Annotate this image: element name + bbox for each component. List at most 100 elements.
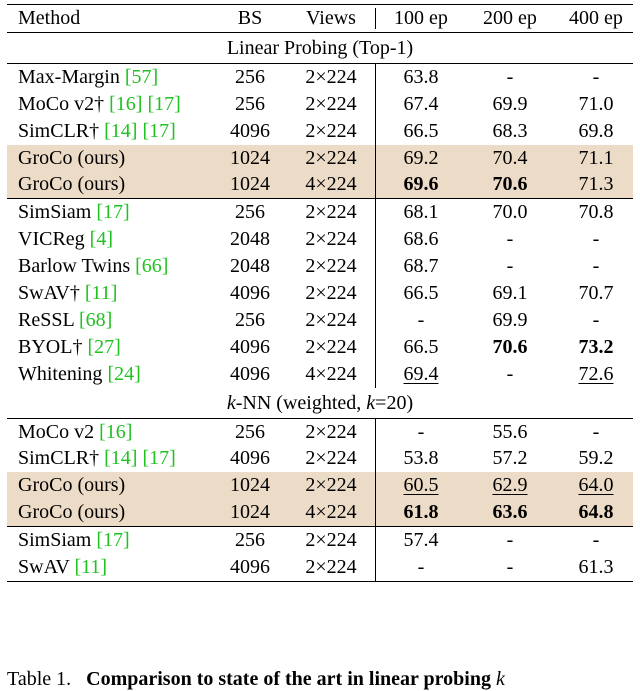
top-rule [7,4,633,5]
section-title-k2: k [366,391,376,414]
citation-link[interactable]: [27] [87,335,121,358]
ep100-cell-value: 66.5 [403,119,439,142]
citation-link[interactable]: [66] [135,255,169,278]
method-name: MoCo v2 [18,420,100,443]
ep100-cell: - [385,419,457,446]
ep200-cell: - [474,253,546,280]
row-group: SimSiam [17] 256 2×224 68.1 70.0 70.8 VICReg [… [7,199,633,388]
batch-size-cell-value: 4096 [230,447,270,470]
dagger-mark: † [94,92,105,115]
ep100-cell: - [385,307,457,334]
ep200-cell: 55.6 [474,419,546,446]
method-name: SimSiam [18,529,97,552]
method-name: SwAV [18,556,75,579]
section-rule [7,417,633,419]
views-cell-value: 2×224 [305,119,357,142]
ep400-cell-value: 71.3 [578,173,614,196]
section-rule [7,62,633,64]
views-cell-value: 2×224 [305,65,357,88]
citation-link[interactable]: [16] [99,420,133,443]
citation-link[interactable]: [17] [142,447,176,470]
ep400-cell: 71.1 [559,145,633,172]
method-name: SimCLR [18,447,90,470]
method-name: GroCo (ours) [18,146,126,169]
views-cell: 2×224 [289,199,373,226]
ep400-cell-value: - [592,228,600,251]
citation-link[interactable]: [17] [96,529,130,552]
ep100-cell-value: 68.1 [403,201,439,224]
ep200-cell-value: 68.3 [492,119,528,142]
ep400-cell: 70.7 [559,280,633,307]
views-cell-value: 2×224 [305,201,357,224]
ep400-cell: - [559,307,633,334]
batch-size-cell-value: 1024 [230,146,270,169]
method-cell: SimSiam [17] [18,199,130,226]
views-cell-value: 4×224 [305,501,357,524]
method-cell: MoCo v2† [16] [17] [18,91,181,118]
table-body: Linear Probing (Top-1) Max-Margin [57] 256… [7,33,633,582]
citation-link[interactable]: [14] [104,447,138,470]
batch-size-cell-value: 2048 [230,255,270,278]
citation-link[interactable]: [68] [78,308,113,331]
ep100-cell-value: 60.5 [403,474,439,497]
views-cell: 2×224 [289,527,373,554]
views-cell: 2×224 [289,64,373,91]
ep400-cell-value: - [592,255,600,278]
citation-link[interactable]: [16] [109,92,143,115]
ep400-cell: 61.3 [559,554,633,581]
ep100-cell-value: 61.8 [403,501,439,524]
views-cell: 2×224 [289,445,373,472]
citation-link[interactable]: [57] [124,65,159,88]
ep200-cell-value: 69.1 [492,282,528,305]
citation-link[interactable]: [14] [104,119,138,142]
ep100-cell-value: 69.2 [403,146,439,169]
ep400-cell-value: 72.6 [578,362,614,385]
ep200-cell-value: 70.0 [492,201,528,224]
citation-link[interactable]: [17] [147,92,181,115]
ep400-cell: - [559,253,633,280]
ep200-cell: - [474,361,546,388]
section-title-mid: -NN (weighted, [235,391,367,414]
method-cell: Max-Margin [57] [18,64,158,91]
ep400-cell: - [559,226,633,253]
column-divider [375,253,376,281]
ep400-cell: - [559,64,633,91]
batch-size-cell: 4096 [219,118,281,145]
ep400-cell-value: 70.7 [578,282,614,305]
citation-link[interactable]: [11] [74,556,108,579]
column-divider [375,90,376,118]
citation-link[interactable]: [24] [107,362,141,385]
views-cell: 2×224 [289,307,373,334]
section-title-post: =20) [375,391,414,414]
batch-size-cell: 2048 [219,226,281,253]
dagger-mark: † [69,282,80,305]
views-cell: 2×224 [289,419,373,446]
header-rule [7,31,633,33]
ep200-cell-value: - [506,228,514,251]
ep400-cell-value: 59.2 [578,447,614,470]
method-cell: BYOL† [27] [18,334,121,361]
column-divider [375,360,376,388]
citation-link[interactable]: [17] [142,119,176,142]
views-cell-value: 2×224 [305,146,357,169]
citation-link[interactable]: [17] [96,201,130,224]
method-cell: VICReg [4] [18,226,113,253]
ep400-cell: 71.0 [559,91,633,118]
ep400-cell: 64.0 [559,472,633,499]
method-name: VICReg [18,228,90,251]
table-row: GroCo (ours) 1024 4×224 69.6 70.6 71.3 [7,171,633,199]
views-cell: 4×224 [289,361,373,388]
method-cell: GroCo (ours) [18,472,125,499]
column-divider [375,226,376,254]
group-rule [7,526,633,528]
citation-link[interactable]: [4] [89,228,113,251]
ep100-cell-value: 67.4 [403,92,439,115]
ep200-cell: 70.6 [474,334,546,361]
batch-size-cell-value: 256 [235,92,265,115]
ep400-cell-value: - [592,529,600,552]
views-cell-value: 2×224 [305,420,357,443]
citation-link[interactable]: [11] [84,282,118,305]
column-divider [375,306,376,334]
method-name: BYOL [18,335,73,358]
ep200-cell: 57.2 [474,445,546,472]
